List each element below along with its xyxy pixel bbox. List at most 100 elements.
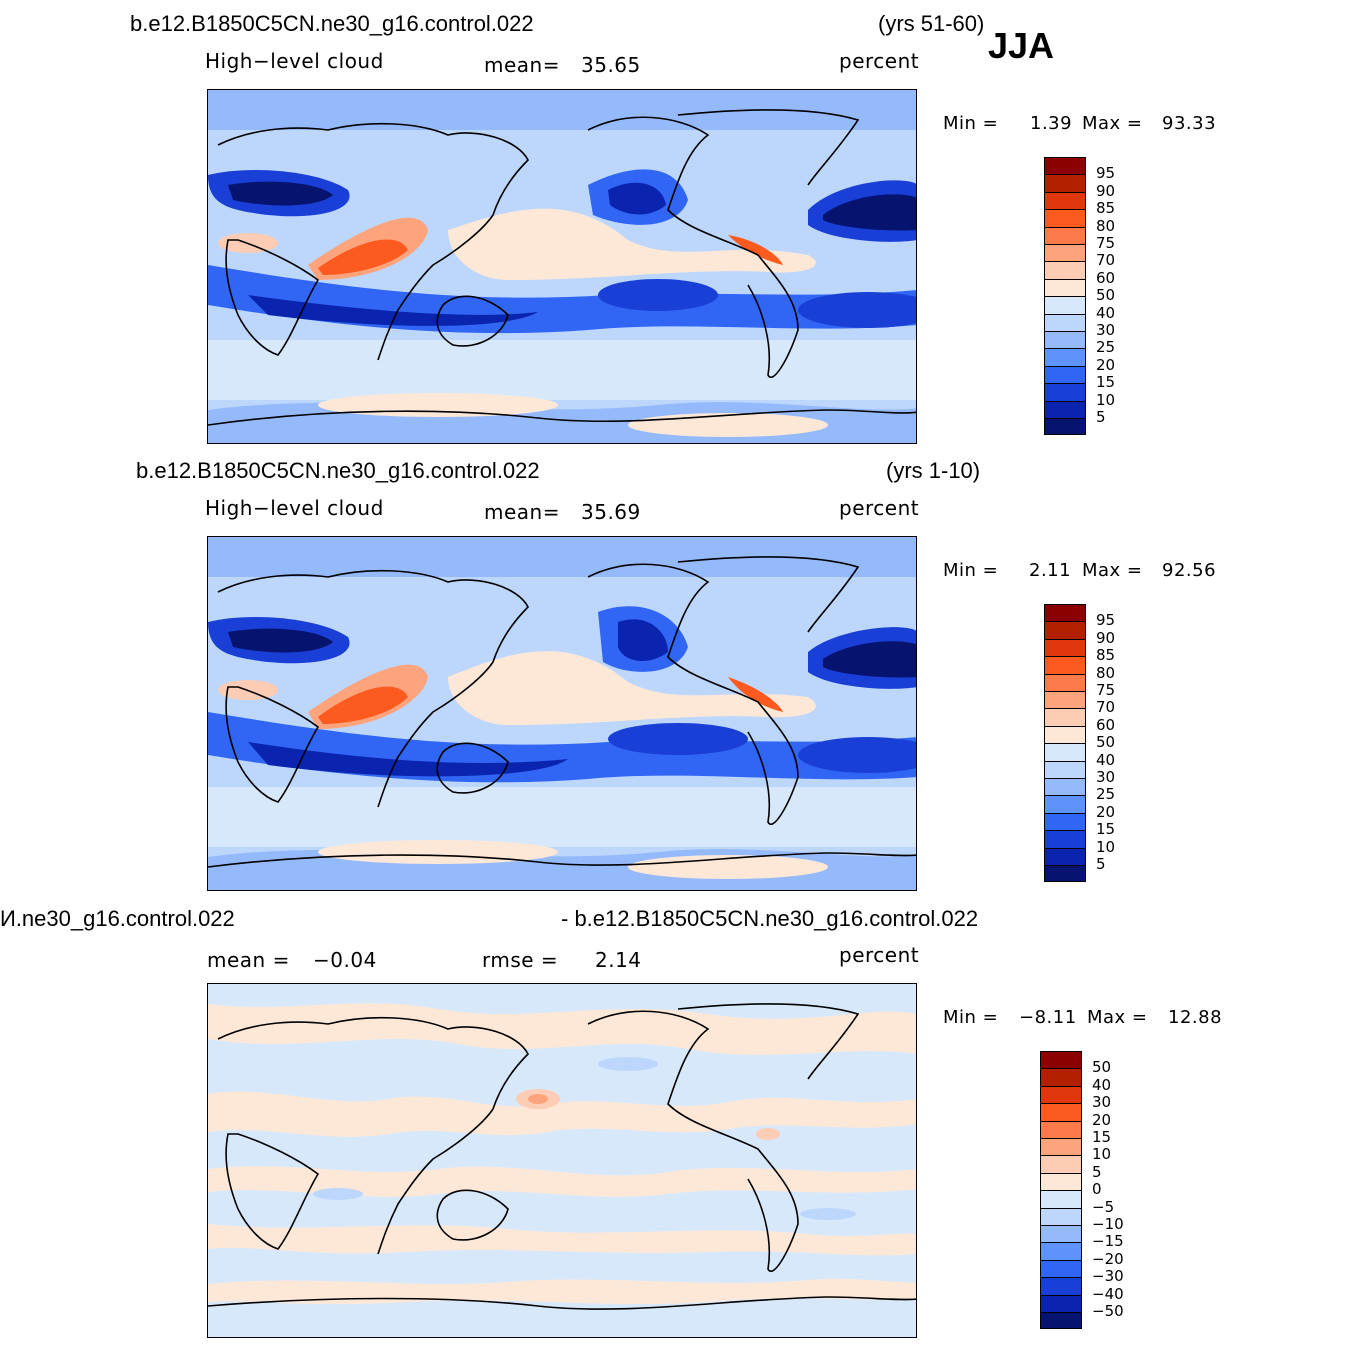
colorbar-tick-label: 10 <box>1096 390 1116 409</box>
colorbar-tick-label: 40 <box>1096 303 1116 322</box>
colorbar-tick-label: 40 <box>1096 750 1116 769</box>
colorbar-tick-label: 80 <box>1096 216 1116 235</box>
colorbar-tick-label: 30 <box>1096 768 1116 786</box>
colorbar-tick-label: 60 <box>1096 715 1116 734</box>
colorbar-swatch <box>1040 1085 1082 1104</box>
colorbar-swatch <box>1040 1242 1082 1260</box>
panel1-mean-label: mean= <box>484 53 560 77</box>
colorbar-swatch <box>1044 865 1086 883</box>
colorbar-swatch <box>1040 1120 1082 1138</box>
colorbar-swatch <box>1044 226 1086 244</box>
panel3-max-label: Max = <box>1087 1007 1148 1028</box>
colorbar-swatch <box>1044 638 1086 657</box>
panel1-years: (yrs 51-60) <box>878 11 985 36</box>
colorbar-swatch <box>1044 278 1086 297</box>
panel2-min-label: Min = <box>943 560 999 581</box>
colorbar-tick-label: 95 <box>1096 164 1116 183</box>
colorbar-swatch <box>1040 1155 1082 1173</box>
colorbar-swatch <box>1040 1068 1082 1086</box>
colorbar-swatch <box>1040 1294 1082 1312</box>
colorbar-tick-label: 20 <box>1092 1110 1112 1129</box>
colorbar-tick-label: 50 <box>1096 286 1116 305</box>
colorbar-swatch <box>1044 174 1086 192</box>
colorbar-tick-label: 95 <box>1096 611 1116 630</box>
colorbar-swatch <box>1044 383 1086 401</box>
colorbar-tick-label: 75 <box>1096 234 1116 252</box>
panel3-min-value: −8.11 <box>1019 1007 1077 1028</box>
colorbar-tick-label: −15 <box>1092 1232 1124 1251</box>
colorbar-swatch <box>1040 1259 1082 1278</box>
panel3-min-label: Min = <box>943 1007 999 1028</box>
colorbar-swatch <box>1044 313 1086 331</box>
colorbar-tick-label: 50 <box>1096 733 1116 752</box>
panel1-min-label: Min = <box>943 113 999 134</box>
colorbar-tick-label: 15 <box>1096 820 1116 839</box>
colorbar-tick-label: 70 <box>1096 698 1116 717</box>
panel3-rmse-label: rmse = <box>482 948 559 972</box>
colorbar-tick-label: 15 <box>1092 1128 1112 1146</box>
colorbar-tick-label: −30 <box>1092 1267 1124 1286</box>
colorbar-tick-label: 20 <box>1096 355 1116 374</box>
panel1-max-value: 93.33 <box>1162 113 1217 134</box>
colorbar-tick-label: 50 <box>1092 1058 1112 1077</box>
panel3-mean-value: −0.04 <box>313 948 377 972</box>
colorbar-tick-label: 90 <box>1096 628 1116 647</box>
colorbar-tick-label: −40 <box>1092 1284 1124 1303</box>
colorbar-swatch <box>1044 830 1086 848</box>
colorbar-tick-label: 70 <box>1096 251 1116 270</box>
colorbar-swatch <box>1044 418 1086 436</box>
colorbar-tick-label: 30 <box>1092 1093 1112 1112</box>
colorbar-tick-label: 5 <box>1096 855 1106 873</box>
colorbar-tick-label: 60 <box>1096 268 1116 287</box>
colorbar-tick-label: 30 <box>1096 321 1116 339</box>
colorbar-swatch <box>1044 691 1086 709</box>
colorbar-swatch <box>1040 1172 1082 1191</box>
panel1-variable: High−level cloud <box>205 49 384 73</box>
colorbar-tick-label: 10 <box>1092 1145 1112 1164</box>
panel1-max-label: Max = <box>1082 113 1143 134</box>
colorbar-swatch <box>1040 1103 1082 1121</box>
colorbar-tick-label: −5 <box>1092 1197 1115 1216</box>
colorbar-swatch <box>1044 209 1086 227</box>
colorbar-swatch <box>1044 847 1086 865</box>
colorbar-swatch <box>1040 1277 1082 1295</box>
panel2-years: (yrs 1-10) <box>886 458 981 483</box>
panel2-variable: High−level cloud <box>205 496 384 520</box>
colorbar-frame <box>1044 157 1086 436</box>
colorbar-tick-label: 80 <box>1096 663 1116 682</box>
colorbar-tick-label: 5 <box>1096 408 1106 426</box>
panel1-field <box>208 90 916 443</box>
colorbar-swatch <box>1044 812 1086 831</box>
season-label: JJA <box>988 25 1055 66</box>
panel3-units: percent <box>839 943 920 967</box>
colorbar-swatch <box>1040 1138 1082 1156</box>
colorbar-swatch <box>1044 348 1086 366</box>
panel1-map <box>207 89 917 444</box>
panel2-field <box>208 537 916 890</box>
colorbar-tick-label: 85 <box>1096 199 1116 218</box>
colorbar-tick-label: 75 <box>1096 681 1116 699</box>
panel3-minus-case: - b.e12.B1850C5CN.ne30_g16.control.022 <box>561 906 979 931</box>
panel2-case-title: b.e12.B1850C5CN.ne30_g16.control.022 <box>136 458 540 483</box>
colorbar-swatch <box>1044 708 1086 726</box>
colorbar-swatch <box>1040 1225 1082 1243</box>
panel3-case-title: И.ne30_g16.control.022 <box>0 906 235 931</box>
panel3-rmse-value: 2.14 <box>595 948 642 972</box>
colorbar-frame <box>1040 1051 1082 1330</box>
colorbar-swatch <box>1044 191 1086 210</box>
colorbar-tick-label: −20 <box>1092 1249 1124 1268</box>
colorbar-tick-label: 20 <box>1096 802 1116 821</box>
panel1-case-title: b.e12.B1850C5CN.ne30_g16.control.022 <box>130 11 534 36</box>
panel2-units: percent <box>839 496 920 520</box>
colorbar-swatch <box>1044 365 1086 384</box>
colorbar-swatch <box>1044 400 1086 418</box>
colorbar-tick-label: −10 <box>1092 1215 1124 1233</box>
panel2-map <box>207 536 917 891</box>
colorbar-swatch <box>1044 760 1086 778</box>
colorbar-tick-label: 15 <box>1096 373 1116 392</box>
colorbar-tick-label: 0 <box>1092 1180 1102 1199</box>
panel3-field <box>208 984 916 1337</box>
colorbar-swatch <box>1044 656 1086 674</box>
panel3-map <box>207 983 917 1338</box>
colorbar-swatch <box>1040 1312 1082 1330</box>
